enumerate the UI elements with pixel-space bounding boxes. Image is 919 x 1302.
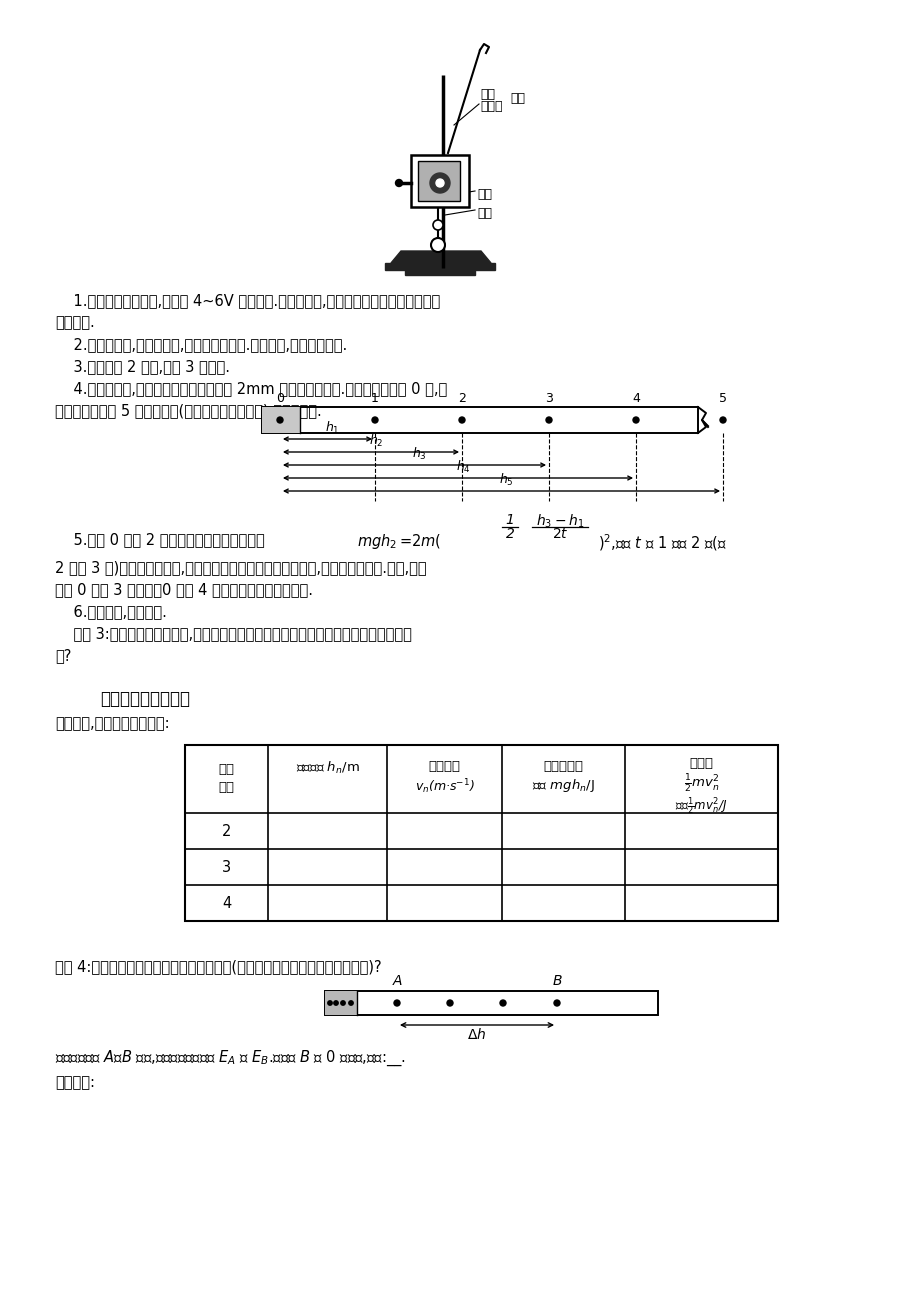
Text: $\frac{1}{2}mv_n^2$: $\frac{1}{2}mv_n^2$ bbox=[683, 773, 719, 796]
Text: 4: 4 bbox=[221, 896, 231, 911]
Bar bbox=[262, 408, 300, 434]
Text: $h_4$: $h_4$ bbox=[455, 458, 470, 475]
Circle shape bbox=[433, 220, 443, 230]
Text: 5.验证 0 点到 2 点过程机械能守恒的方程为: 5.验证 0 点到 2 点过程机械能守恒的方程为 bbox=[55, 533, 269, 547]
Text: 重物: 重物 bbox=[476, 207, 492, 220]
Bar bbox=[417, 161, 460, 201]
Text: 思考 4:验证机械能守恒时可以回避起始点吗(即处理纸带时可以不用到起始点吗)?: 思考 4:验证机械能守恒时可以回避起始点吗(即处理纸带时可以不用到起始点吗)? bbox=[55, 960, 381, 974]
Text: 后在纸带上任取 5 个连续的点(或间隔点数相同的点),如下图所示.: 后在纸带上任取 5 个连续的点(或间隔点数相同的点),如下图所示. bbox=[55, 404, 322, 418]
Text: 下落高度 $h_n$/m: 下落高度 $h_n$/m bbox=[295, 760, 359, 776]
Polygon shape bbox=[391, 251, 491, 263]
Text: 计时器: 计时器 bbox=[480, 100, 502, 113]
Text: $h_2$: $h_2$ bbox=[369, 432, 383, 449]
Circle shape bbox=[545, 417, 551, 423]
Text: 动能$\frac{1}{2}mv_n^2$/J: 动能$\frac{1}{2}mv_n^2$/J bbox=[675, 796, 727, 816]
Circle shape bbox=[499, 1000, 505, 1006]
Text: 增加的: 增加的 bbox=[688, 756, 713, 769]
Text: 瞬时速度: 瞬时速度 bbox=[428, 760, 460, 773]
Circle shape bbox=[393, 1000, 400, 1006]
Circle shape bbox=[430, 238, 445, 253]
Text: B: B bbox=[551, 974, 562, 988]
Text: 0: 0 bbox=[276, 392, 284, 405]
Bar bbox=[411, 155, 469, 207]
Text: 1.按图安装实验器材,电源接 4~6V 学生电源.接通电源前,用手提升纸带至重物靠近打点: 1.按图安装实验器材,电源接 4~6V 学生电源.接通电源前,用手提升纸带至重物… bbox=[55, 293, 440, 309]
Text: $h_1$: $h_1$ bbox=[324, 421, 339, 436]
Text: 3: 3 bbox=[544, 392, 552, 405]
Text: 势能 $mgh_n$/J: 势能 $mgh_n$/J bbox=[531, 777, 595, 794]
Circle shape bbox=[436, 178, 444, 187]
Text: $h_3$: $h_3$ bbox=[412, 445, 426, 462]
Text: $2t$: $2t$ bbox=[551, 527, 568, 542]
Circle shape bbox=[327, 1001, 332, 1005]
Text: 5: 5 bbox=[719, 392, 726, 405]
Text: 依据实验,采集整理以下信息:: 依据实验,采集整理以下信息: bbox=[55, 716, 169, 730]
Text: $h_3-h_1$: $h_3-h_1$ bbox=[535, 513, 584, 530]
Polygon shape bbox=[384, 263, 494, 270]
Polygon shape bbox=[404, 270, 474, 275]
Text: 1: 1 bbox=[370, 392, 379, 405]
Text: A: A bbox=[391, 974, 402, 988]
Text: 2: 2 bbox=[221, 824, 231, 838]
Circle shape bbox=[334, 1001, 338, 1005]
Circle shape bbox=[553, 1000, 560, 1006]
Bar bbox=[324, 991, 357, 1016]
Text: $2m($: $2m($ bbox=[411, 533, 440, 549]
Bar bbox=[324, 991, 657, 1016]
Text: 计时器处.: 计时器处. bbox=[55, 315, 95, 329]
Circle shape bbox=[720, 417, 725, 423]
Text: 6.拆下器材,放回原处.: 6.拆下器材,放回原处. bbox=[55, 604, 166, 618]
Text: 打点: 打点 bbox=[480, 89, 494, 102]
Circle shape bbox=[371, 417, 378, 423]
Text: 4: 4 bbox=[631, 392, 640, 405]
Circle shape bbox=[395, 180, 403, 186]
Text: $v_n$(m·s$^{-1}$): $v_n$(m·s$^{-1}$) bbox=[414, 777, 474, 796]
Text: 呢?: 呢? bbox=[55, 648, 72, 663]
Text: 序号: 序号 bbox=[219, 781, 234, 794]
Text: 夹子: 夹子 bbox=[476, 187, 492, 201]
Circle shape bbox=[277, 417, 283, 423]
Text: 2.先接通电源,再松开纸带,让重物自由下落.关闭电源,取下纸带备用.: 2.先接通电源,再松开纸带,让重物自由下落.关闭电源,取下纸带备用. bbox=[55, 337, 346, 352]
Text: $\Delta h$: $\Delta h$ bbox=[467, 1027, 486, 1042]
Text: 3.重复步骤 2 两次,打出 3 条纸带.: 3.重复步骤 2 两次,打出 3 条纸带. bbox=[55, 359, 230, 374]
Text: 4.取点迹清晰,且第一、二点间距离接近 2mm 的纸带进行测量.先将第一点记为 0 点,然: 4.取点迹清晰,且第一、二点间距离接近 2mm 的纸带进行测量.先将第一点记为 … bbox=[55, 381, 447, 396]
Text: 2 点到 3 点)之间的时间间隔,如果在误差允许的范围内等式成立,实验就是成功的.同理,可以: 2 点到 3 点)之间的时间间隔,如果在误差允许的范围内等式成立,实验就是成功的… bbox=[55, 560, 426, 575]
Text: 2: 2 bbox=[505, 527, 514, 542]
Circle shape bbox=[459, 417, 464, 423]
Text: 减少的重力: 减少的重力 bbox=[543, 760, 583, 773]
Circle shape bbox=[340, 1001, 345, 1005]
Circle shape bbox=[632, 417, 639, 423]
Text: 思考 3:对于实际获得的纸带,如何判定纸带上的第一个点就是纸带刚开始下落时打下的: 思考 3:对于实际获得的纸带,如何判定纸带上的第一个点就是纸带刚开始下落时打下的 bbox=[55, 626, 412, 641]
Text: $)^2$,其中 $t$ 为 1 点到 2 点(或: $)^2$,其中 $t$ 为 1 点到 2 点(或 bbox=[597, 533, 726, 553]
Circle shape bbox=[429, 173, 449, 193]
Text: 我们可以选取 $A$、$B$ 两点,比较它们的机械能 $E_A$ 和 $E_B$.若以点 $B$ 为 0 势能点,则有:__.: 我们可以选取 $A$、$B$ 两点,比较它们的机械能 $E_A$ 和 $E_B$… bbox=[55, 1049, 405, 1069]
Text: 三、数据处理与分析: 三、数据处理与分析 bbox=[100, 690, 190, 708]
Text: 数据处理:: 数据处理: bbox=[55, 1075, 95, 1090]
Text: 验证 0 点到 3 点过程、0 点到 4 点过程的机械能是否守恒.: 验证 0 点到 3 点过程、0 点到 4 点过程的机械能是否守恒. bbox=[55, 582, 312, 598]
Text: $mgh_2=$: $mgh_2=$ bbox=[357, 533, 412, 551]
Bar bbox=[262, 408, 698, 434]
Text: $h_5$: $h_5$ bbox=[499, 471, 514, 488]
Circle shape bbox=[348, 1001, 353, 1005]
Text: 纸带: 纸带 bbox=[509, 92, 525, 105]
Circle shape bbox=[447, 1000, 452, 1006]
Text: 1: 1 bbox=[505, 513, 514, 527]
Text: 数据: 数据 bbox=[219, 763, 234, 776]
Text: 3: 3 bbox=[221, 861, 231, 875]
Bar bbox=[185, 745, 777, 921]
Text: 2: 2 bbox=[458, 392, 465, 405]
